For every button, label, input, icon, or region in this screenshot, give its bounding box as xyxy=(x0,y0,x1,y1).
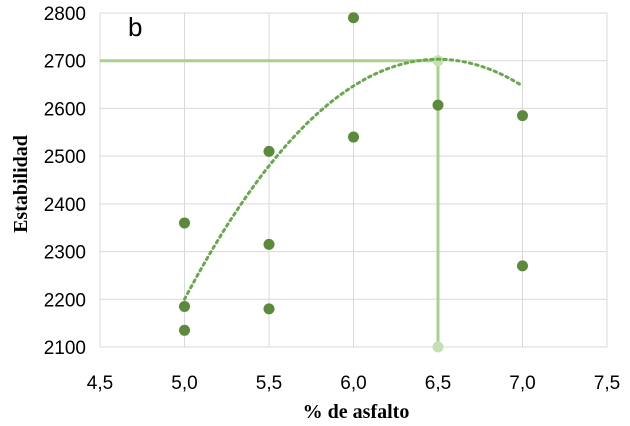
y-tick-label: 2300 xyxy=(44,243,86,264)
y-tick-label: 2100 xyxy=(44,338,86,359)
data-point xyxy=(517,110,528,122)
x-tick-label: 7,5 xyxy=(594,373,620,394)
y-tick-label: 2400 xyxy=(44,195,86,216)
x-tick-label: 7,0 xyxy=(509,373,535,394)
data-point xyxy=(179,300,190,312)
x-tick-label: 6,5 xyxy=(425,373,451,394)
x-tick-label: 4,5 xyxy=(87,373,113,394)
data-point xyxy=(263,303,275,315)
y-tick-label: 2800 xyxy=(44,4,86,25)
data-point xyxy=(348,131,359,143)
x-tick-label: 5,5 xyxy=(256,373,282,394)
data-point xyxy=(263,145,275,157)
reference-marker-bottom xyxy=(432,341,444,353)
trendline xyxy=(183,57,524,301)
tick-labels: 4,5 5,0 5,5 6,0 6,5 7,0 7,5 2100 2200 2300 2400 250… xyxy=(44,4,620,394)
panel-label: b xyxy=(128,12,142,42)
y-tick-label: 2200 xyxy=(44,290,86,311)
data-point xyxy=(179,324,190,336)
data-point xyxy=(348,12,359,24)
grid-lines xyxy=(99,12,608,348)
x-tick-label: 5,0 xyxy=(171,373,197,394)
y-axis-title: Estabilidad xyxy=(10,135,32,233)
x-axis-title: % de asfalto xyxy=(303,401,410,423)
data-point xyxy=(263,238,275,250)
data-point xyxy=(432,99,444,111)
y-tick-label: 2500 xyxy=(44,147,86,168)
x-tick-label: 6,0 xyxy=(340,373,366,394)
trendline-group xyxy=(183,57,524,301)
data-point xyxy=(179,217,190,229)
data-points xyxy=(179,12,528,336)
data-point xyxy=(517,260,528,272)
y-tick-label: 2600 xyxy=(44,99,86,120)
y-tick-label: 2700 xyxy=(44,52,86,73)
